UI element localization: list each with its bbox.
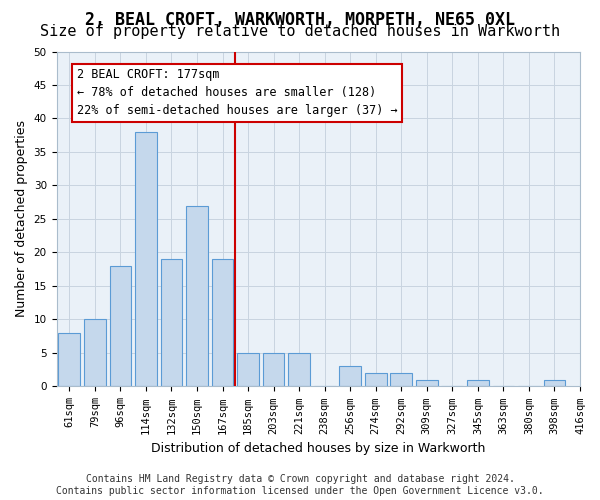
Bar [288,353,310,386]
Bar [58,333,80,386]
Bar [544,380,565,386]
Bar [186,206,208,386]
Bar [340,366,361,386]
Bar [391,373,412,386]
Bar [263,353,284,386]
Bar [84,320,106,386]
Y-axis label: Number of detached properties: Number of detached properties [15,120,28,318]
Text: Size of property relative to detached houses in Warkworth: Size of property relative to detached ho… [40,24,560,39]
Bar [161,259,182,386]
Bar [416,380,437,386]
Text: 2 BEAL CROFT: 177sqm
← 78% of detached houses are smaller (128)
22% of semi-deta: 2 BEAL CROFT: 177sqm ← 78% of detached h… [77,68,398,117]
Text: Contains HM Land Registry data © Crown copyright and database right 2024.
Contai: Contains HM Land Registry data © Crown c… [56,474,544,496]
Bar [110,266,131,386]
Text: 2, BEAL CROFT, WARKWORTH, MORPETH, NE65 0XL: 2, BEAL CROFT, WARKWORTH, MORPETH, NE65 … [85,11,515,29]
Bar [135,132,157,386]
Bar [365,373,386,386]
Bar [237,353,259,386]
Bar [212,259,233,386]
Bar [467,380,489,386]
X-axis label: Distribution of detached houses by size in Warkworth: Distribution of detached houses by size … [151,442,485,455]
